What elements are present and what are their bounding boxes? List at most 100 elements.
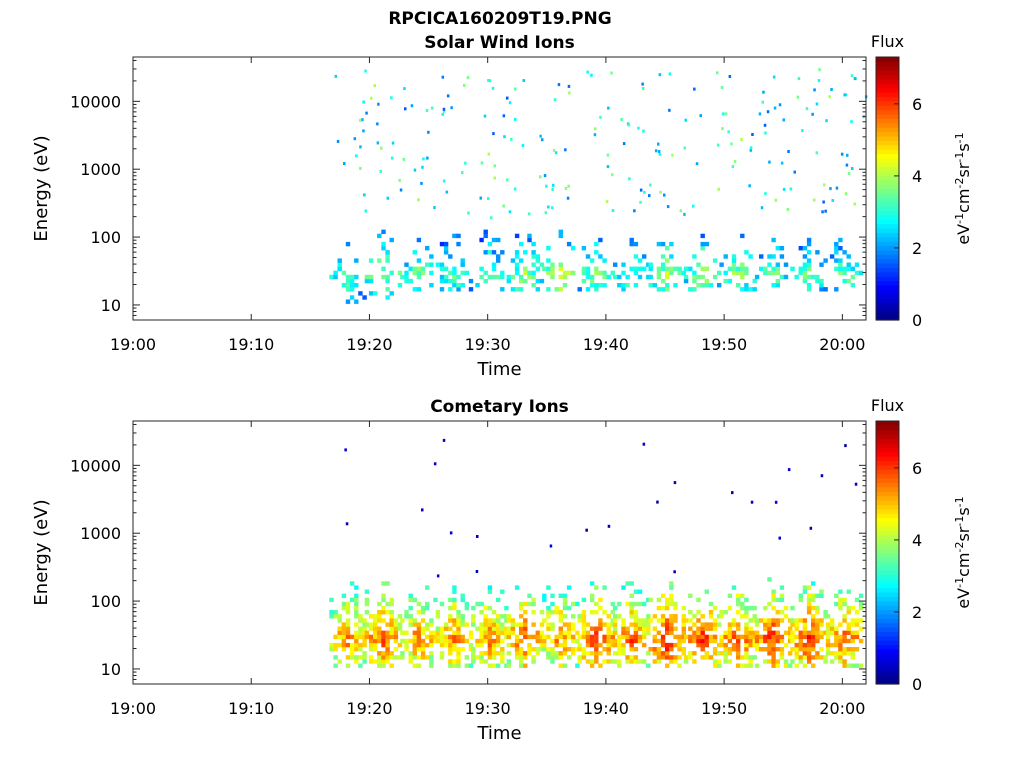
data-cell [468, 647, 474, 652]
data-cell [504, 626, 509, 631]
data-cell [491, 663, 497, 668]
data-cell [853, 77, 857, 81]
data-cell [571, 647, 576, 652]
data-cell [646, 614, 651, 619]
data-cell [736, 266, 741, 271]
data-cell [341, 630, 347, 635]
colorbar-segment [876, 486, 899, 492]
data-cell [519, 601, 524, 607]
data-cell [426, 156, 429, 160]
data-cell [736, 655, 741, 660]
data-cell [779, 655, 785, 660]
data-cell [850, 274, 855, 280]
data-cell [425, 109, 429, 112]
data-cell [660, 614, 666, 619]
data-cell [811, 647, 816, 652]
data-cell [744, 270, 749, 276]
data-cell [416, 237, 422, 243]
data-cell [443, 626, 449, 631]
data-cell [523, 610, 528, 615]
data-cell [775, 270, 780, 276]
data-cell [496, 642, 501, 648]
data-cell [433, 462, 437, 466]
colorbar-segment [876, 92, 899, 98]
data-cell [846, 651, 851, 656]
data-cell [688, 593, 693, 598]
data-cell [475, 655, 480, 660]
data-cell [613, 626, 618, 631]
colorbar-tick-label: 6 [912, 459, 922, 478]
data-cell [669, 266, 674, 271]
data-cell [452, 597, 457, 603]
data-cell [380, 146, 383, 150]
data-cell [731, 266, 737, 271]
data-cell [433, 634, 438, 640]
data-cell [373, 642, 378, 648]
data-cell [460, 593, 465, 598]
data-cell [744, 638, 749, 644]
data-cell [575, 630, 580, 635]
data-cell [775, 634, 780, 640]
data-cell [429, 622, 434, 627]
data-cell [531, 655, 536, 660]
data-cell [389, 597, 394, 603]
data-cell [806, 593, 812, 598]
data-cell [683, 146, 686, 150]
data-cell [641, 82, 644, 86]
data-cell [767, 634, 772, 640]
data-cell [456, 622, 461, 627]
data-cell [850, 283, 855, 288]
data-cell [416, 638, 422, 644]
data-cell [390, 156, 394, 160]
data-cell [754, 630, 760, 635]
data-cell [408, 278, 413, 284]
data-cell [333, 634, 338, 640]
data-cell [748, 655, 753, 660]
data-cell [443, 638, 449, 644]
data-cell [696, 634, 701, 640]
data-cell [657, 142, 660, 146]
data-cell [767, 254, 772, 259]
data-cell [717, 663, 722, 668]
data-cell [629, 647, 634, 652]
data-cell [712, 638, 718, 644]
data-cell [471, 618, 476, 623]
data-cell [550, 610, 555, 615]
data-cell [811, 663, 816, 668]
data-cell [815, 622, 820, 627]
data-cell [842, 266, 847, 271]
data-cell [669, 630, 674, 635]
data-cell [381, 597, 386, 603]
data-cell [712, 634, 718, 640]
data-cell [789, 187, 793, 191]
data-cell [779, 647, 785, 652]
panel-title: Cometary Ions [430, 397, 569, 417]
data-cell [452, 642, 457, 648]
colorbar-segment [876, 596, 899, 602]
data-cell [354, 655, 359, 660]
data-cell [354, 283, 359, 288]
x-tick-label: 20:00 [819, 335, 865, 354]
data-cell [581, 614, 587, 619]
data-cell [819, 287, 824, 292]
data-cell [345, 626, 351, 631]
data-cell [652, 634, 657, 640]
data-cell [456, 663, 461, 668]
data-cell [610, 630, 615, 635]
data-cell [514, 634, 520, 640]
data-cell [510, 137, 513, 141]
data-cell [491, 655, 497, 660]
data-cell [669, 659, 674, 664]
data-cell [566, 605, 572, 611]
data-cell [779, 254, 785, 259]
data-cell [683, 618, 689, 623]
data-cell [527, 593, 532, 598]
data-cell [617, 647, 622, 652]
colorbar-segment [876, 543, 899, 549]
data-cell [416, 663, 422, 668]
data-cell [448, 626, 453, 631]
colorbar-segment [876, 61, 899, 67]
data-cell [416, 634, 422, 640]
data-cell [748, 618, 753, 623]
